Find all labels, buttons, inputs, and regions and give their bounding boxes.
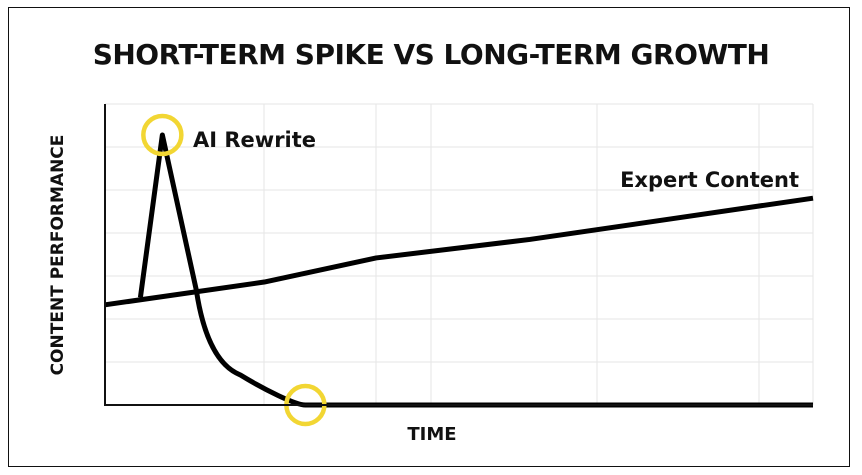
- series-label-ai-rewrite: AI Rewrite: [193, 128, 316, 152]
- chart-title: SHORT-TERM SPIKE VS LONG-TERM GROWTH: [92, 38, 770, 71]
- series-line-ai-rewrite: [137, 132, 813, 408]
- series-label-expert-content: Expert Content: [620, 168, 799, 192]
- series-line-expert-content: [104, 195, 814, 308]
- grid: [105, 103, 814, 405]
- chart-frame: [8, 7, 850, 467]
- series-lines: [104, 132, 814, 408]
- x-axis-label: TIME: [407, 424, 457, 445]
- highlight-circle: [141, 113, 184, 157]
